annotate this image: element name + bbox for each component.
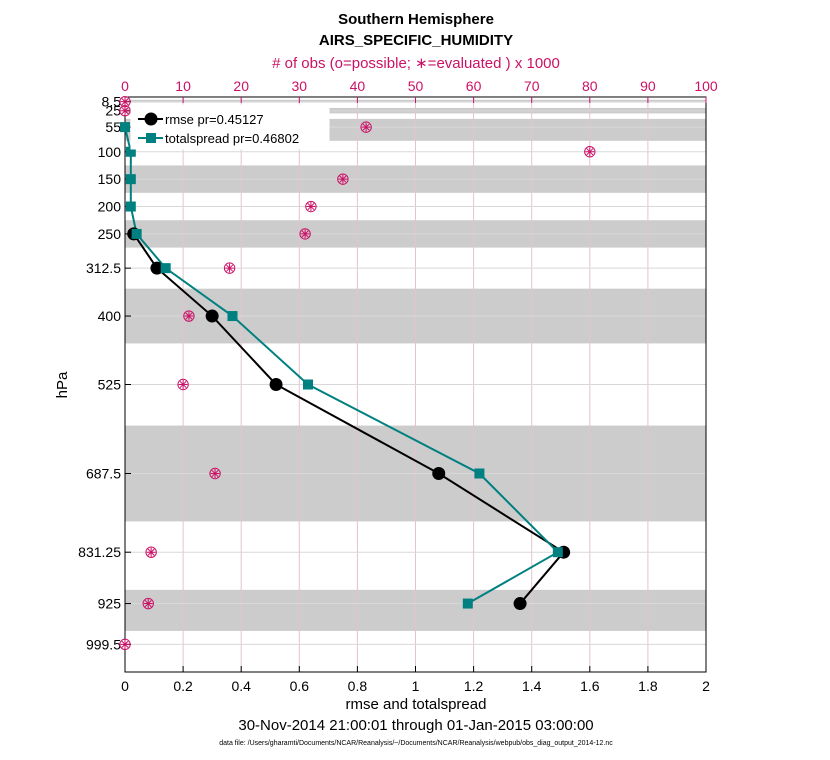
data-series	[120, 122, 571, 611]
rmse-point	[205, 309, 219, 323]
totalspread-point	[160, 263, 171, 274]
x-tick-label: 1.4	[522, 678, 542, 694]
possible-obs-marker	[337, 173, 349, 185]
possible-obs-marker	[183, 310, 195, 322]
evaluated-obs-marker	[361, 122, 371, 132]
totalspread-point	[474, 468, 485, 479]
top-tick-label: 100	[694, 78, 718, 94]
x-tick-label: 1.8	[638, 678, 658, 694]
y-tick-label: 200	[98, 199, 122, 215]
evaluated-obs-marker	[146, 547, 156, 557]
evaluated-obs-marker	[143, 599, 153, 609]
totalspread-line	[124, 126, 560, 605]
top-tick-label: 20	[233, 78, 249, 94]
possible-obs-marker	[145, 546, 157, 558]
possible-obs-marker	[177, 378, 189, 391]
top-axis-ticks: 0 10 20 30 40 50 60 70 80 90 100	[121, 78, 718, 103]
x-tick-label: 2	[702, 678, 710, 694]
evaluated-obs-marker	[120, 106, 130, 116]
rmse-point	[432, 466, 446, 480]
y-tick-label: 55	[105, 119, 121, 135]
x-tick-label: 0.8	[348, 678, 368, 694]
y-tick-label: 100	[98, 144, 122, 160]
top-tick-label: 30	[292, 78, 308, 94]
possible-obs-marker	[360, 121, 372, 133]
totalspread-point	[303, 379, 314, 390]
x-axis-ticks: 0 0.2 0.4 0.6 0.8 1 1.2 1.4 1.6 1.8 2	[121, 666, 710, 694]
x-tick-label: 1	[412, 678, 420, 694]
y-tick-label: 999.5	[86, 636, 121, 652]
legend-spread-marker	[146, 133, 156, 143]
possible-obs-marker	[305, 200, 317, 213]
evaluated-obs-marker	[225, 263, 235, 273]
x-tick-label: 0	[121, 678, 129, 694]
x-tick-label: 0.2	[173, 678, 193, 694]
possible-obs-marker	[209, 467, 221, 480]
legend: rmse pr=0.45127 totalspread pr=0.46802	[130, 104, 330, 150]
y-tick-label: 400	[98, 308, 122, 324]
legend-rmse-label: rmse pr=0.45127	[165, 112, 264, 127]
evaluated-obs-marker	[585, 147, 595, 157]
y-tick-label: 250	[98, 226, 122, 242]
legend-spread-label: totalspread pr=0.46802	[165, 131, 299, 146]
x-tick-label: 1.2	[464, 678, 484, 694]
evaluated-obs-marker	[300, 229, 310, 239]
y-tick-label: 312.5	[86, 260, 121, 276]
x-tick-label: 0.6	[290, 678, 310, 694]
totalspread-point	[552, 547, 563, 558]
evaluated-obs-marker	[210, 468, 220, 478]
y-tick-label: 687.5	[86, 465, 121, 481]
top-tick-label: 0	[121, 78, 129, 94]
y-axis-label: hPa	[54, 371, 71, 398]
top-tick-label: 60	[466, 78, 482, 94]
top-tick-label: 90	[640, 78, 656, 94]
evaluated-obs-marker	[306, 202, 316, 212]
evaluated-obs-marker	[184, 311, 194, 321]
top-tick-label: 70	[524, 78, 540, 94]
chart-subtitle: AIRS_SPECIFIC_HUMIDITY	[319, 32, 513, 49]
evaluated-obs-marker	[120, 97, 130, 107]
top-tick-label: 10	[175, 78, 191, 94]
possible-obs-marker	[223, 262, 236, 274]
y-tick-label: 925	[98, 596, 122, 612]
legend-rmse-marker	[144, 112, 158, 126]
legend-box	[130, 104, 330, 150]
x-tick-label: 1.6	[580, 678, 600, 694]
top-tick-label: 50	[408, 78, 424, 94]
rmse-point	[513, 597, 527, 611]
totalspread-point	[125, 146, 136, 157]
obs-count-markers	[119, 95, 596, 651]
possible-obs-marker	[142, 597, 154, 610]
y-tick-label: 25	[105, 103, 121, 119]
evaluated-obs-marker	[120, 639, 130, 649]
totalspread-point	[125, 174, 136, 185]
top-tick-label: 40	[350, 78, 366, 94]
possible-obs-marker	[299, 228, 311, 240]
grid-lines	[125, 97, 706, 672]
top-tick-label: 80	[582, 78, 598, 94]
totalspread-point	[131, 228, 142, 239]
totalspread-point	[227, 311, 238, 322]
totalspread-point	[125, 201, 136, 212]
possible-obs-marker	[119, 638, 131, 651]
totalspread-point	[120, 122, 130, 133]
y-tick-label: 150	[98, 171, 122, 187]
top-axis-label: # of obs (o=possible; ∗=evaluated ) x 10…	[272, 55, 560, 72]
rmse-point	[150, 261, 164, 275]
y-tick-label: 831.25	[78, 544, 121, 560]
totalspread-point	[462, 598, 473, 609]
evaluated-obs-marker	[338, 174, 348, 184]
x-tick-label: 0.4	[231, 678, 251, 694]
x-axis-label: rmse and totalspread	[346, 696, 487, 713]
y-tick-label: 525	[98, 377, 122, 393]
evaluated-obs-marker	[178, 380, 188, 389]
chart-title: Southern Hemisphere	[338, 11, 494, 28]
date-range: 30-Nov-2014 21:00:01 through 01-Jan-2015…	[238, 717, 593, 734]
rmse-point	[269, 378, 283, 391]
data-file-footer: data file: /Users/gharamti/Documents/NCA…	[219, 740, 613, 747]
y-tick-label: 8.5	[102, 94, 122, 110]
possible-obs-marker	[584, 146, 596, 158]
